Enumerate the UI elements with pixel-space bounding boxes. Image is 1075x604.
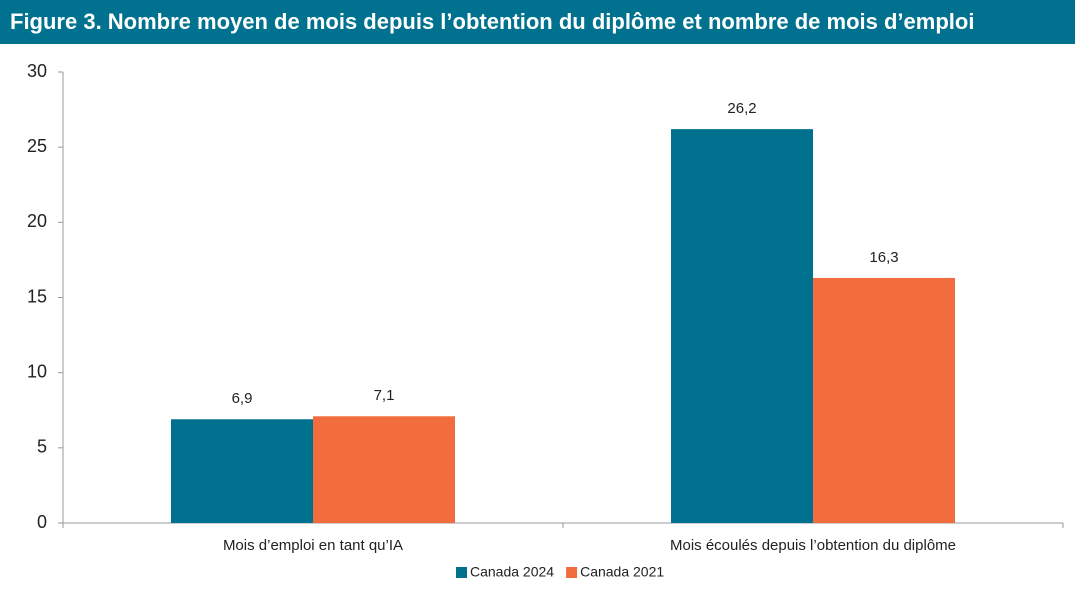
- legend-label: Canada 2024: [470, 564, 554, 580]
- value-label: 7,1: [374, 387, 395, 404]
- y-tick-label: 10: [27, 361, 47, 381]
- chart-title: Figure 3. Nombre moyen de mois depuis l’…: [10, 9, 974, 34]
- bar: [671, 129, 813, 524]
- value-label: 16,3: [869, 249, 898, 266]
- y-tick-label: 5: [37, 437, 47, 457]
- y-tick-label: 0: [37, 512, 47, 532]
- bar: [313, 416, 455, 523]
- y-tick-label: 20: [27, 211, 47, 231]
- value-label: 26,2: [727, 100, 756, 117]
- y-tick-label: 15: [27, 286, 47, 306]
- y-tick-label: 30: [27, 61, 47, 81]
- title-banner: [0, 0, 1075, 44]
- legend-swatch: [456, 567, 467, 578]
- x-tick-label: Mois écoulés depuis l’obtention du diplô…: [670, 537, 956, 554]
- value-label: 6,9: [232, 390, 253, 407]
- bar: [813, 277, 955, 523]
- x-tick-label: Mois d’emploi en tant qu’IA: [223, 537, 403, 554]
- y-tick-label: 25: [27, 136, 47, 156]
- bar: [171, 419, 313, 523]
- legend-swatch: [566, 567, 578, 578]
- legend-label: Canada 2021: [580, 564, 664, 580]
